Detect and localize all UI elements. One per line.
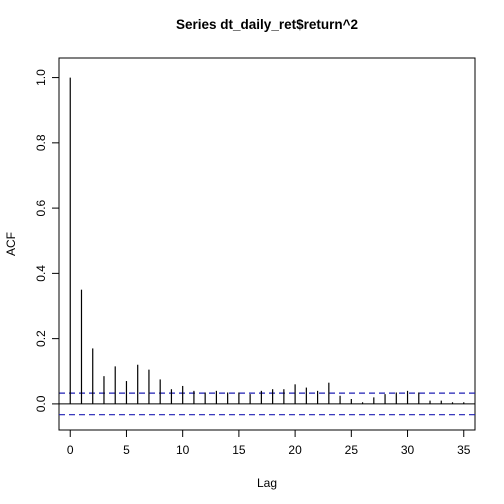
x-tick-label-35: 35 [457, 443, 471, 457]
y-tick-label-0: 0.0 [34, 395, 48, 412]
x-tick-label-15: 15 [232, 443, 246, 457]
x-tick-label-10: 10 [176, 443, 190, 457]
y-tick-label-2: 0.4 [34, 265, 48, 282]
x-tick-label-30: 30 [401, 443, 415, 457]
chart-title: Series dt_daily_ret$return^2 [176, 17, 358, 32]
plot-frame [58, 57, 476, 431]
acf-bars [69, 77, 465, 404]
y-tick-label-4: 0.8 [34, 134, 48, 151]
x-tick-label-20: 20 [288, 443, 302, 457]
y-tick-label-5: 1.0 [34, 69, 48, 86]
y-axis: 0.0 0.2 0.4 0.6 0.8 1.0 [34, 69, 60, 412]
y-tick-label-3: 0.6 [34, 199, 48, 216]
x-axis-label: Lag [257, 476, 277, 490]
x-axis: 0 5 10 15 20 25 30 35 [67, 429, 471, 457]
y-axis-label: ACF [4, 232, 18, 256]
x-tick-label-25: 25 [345, 443, 359, 457]
x-tick-label-0: 0 [67, 443, 74, 457]
y-tick-label-1: 0.2 [34, 330, 48, 347]
x-tick-label-5: 5 [123, 443, 130, 457]
